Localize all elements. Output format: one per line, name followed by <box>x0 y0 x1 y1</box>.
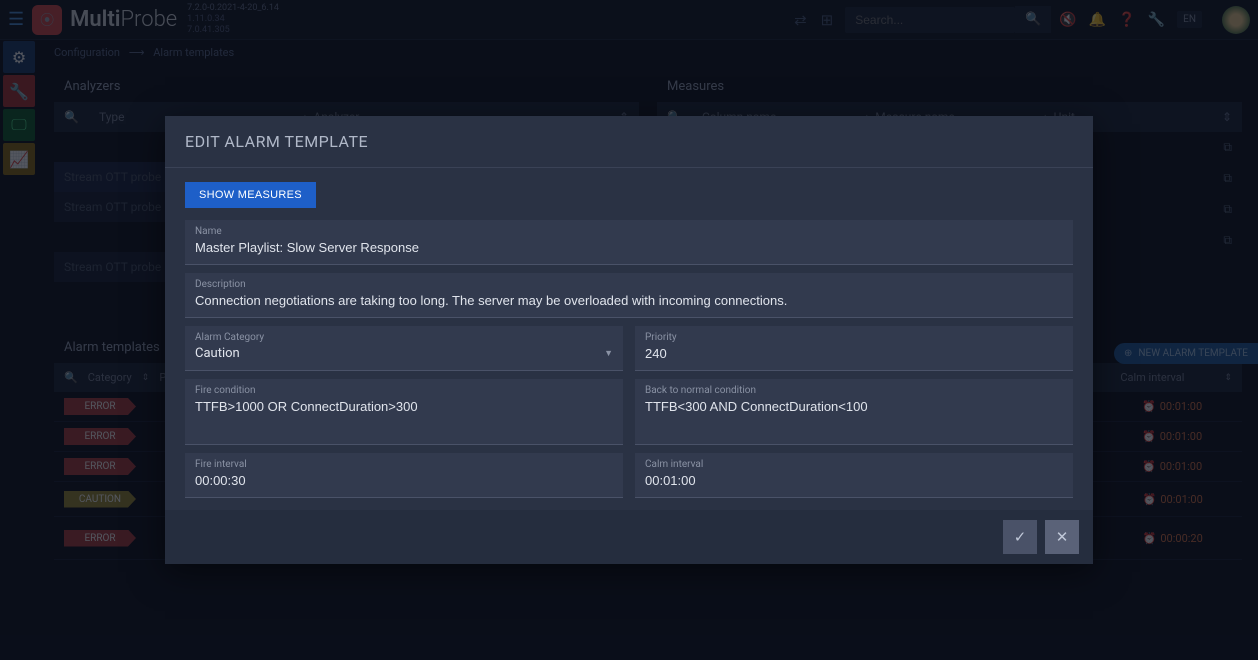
fire-interval-field[interactable]: Fire interval <box>185 453 623 498</box>
back-condition-input[interactable] <box>645 399 1063 414</box>
name-input[interactable] <box>195 240 1063 255</box>
modal-overlay: EDIT ALARM TEMPLATE SHOW MEASURES Name D… <box>0 0 1258 660</box>
show-measures-button[interactable]: SHOW MEASURES <box>185 182 316 208</box>
priority-field[interactable]: Priority <box>635 326 1073 371</box>
calm-interval-field[interactable]: Calm interval <box>635 453 1073 498</box>
category-select[interactable]: Caution <box>195 346 613 361</box>
description-field[interactable]: Description <box>185 273 1073 318</box>
fire-condition-field[interactable]: Fire condition <box>185 379 623 445</box>
edit-alarm-modal: EDIT ALARM TEMPLATE SHOW MEASURES Name D… <box>165 116 1093 564</box>
back-condition-field[interactable]: Back to normal condition <box>635 379 1073 445</box>
modal-footer: ✓ ✕ <box>165 510 1093 564</box>
calm-interval-input[interactable] <box>645 473 1063 488</box>
priority-input[interactable] <box>645 346 1063 361</box>
fire-condition-input[interactable] <box>195 399 613 414</box>
modal-title: EDIT ALARM TEMPLATE <box>165 116 1093 168</box>
cancel-button[interactable]: ✕ <box>1045 520 1079 554</box>
description-input[interactable] <box>195 293 1063 308</box>
category-field[interactable]: Alarm Category Caution <box>185 326 623 371</box>
name-field[interactable]: Name <box>185 220 1073 265</box>
confirm-button[interactable]: ✓ <box>1003 520 1037 554</box>
fire-interval-input[interactable] <box>195 473 613 488</box>
